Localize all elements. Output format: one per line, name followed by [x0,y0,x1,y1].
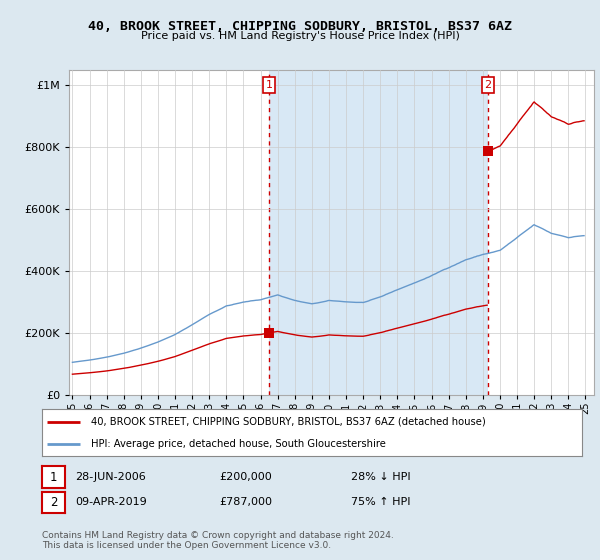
Text: 28-JUN-2006: 28-JUN-2006 [75,472,146,482]
Text: 40, BROOK STREET, CHIPPING SODBURY, BRISTOL, BS37 6AZ (detached house): 40, BROOK STREET, CHIPPING SODBURY, BRIS… [91,417,485,427]
Text: 2: 2 [484,80,491,90]
Text: Contains HM Land Registry data © Crown copyright and database right 2024.
This d: Contains HM Land Registry data © Crown c… [42,530,394,550]
Text: £200,000: £200,000 [219,472,272,482]
Text: 40, BROOK STREET, CHIPPING SODBURY, BRISTOL, BS37 6AZ: 40, BROOK STREET, CHIPPING SODBURY, BRIS… [88,20,512,32]
Text: 2: 2 [50,496,57,509]
Bar [269,70,488,395]
Text: 28% ↓ HPI: 28% ↓ HPI [351,472,410,482]
Text: 75% ↑ HPI: 75% ↑ HPI [351,497,410,507]
Text: 1: 1 [50,470,57,484]
Text: £787,000: £787,000 [219,497,272,507]
Text: Price paid vs. HM Land Registry's House Price Index (HPI): Price paid vs. HM Land Registry's House … [140,31,460,41]
Text: HPI: Average price, detached house, South Gloucestershire: HPI: Average price, detached house, Sout… [91,438,385,449]
Text: 09-APR-2019: 09-APR-2019 [75,497,147,507]
Text: 1: 1 [266,80,272,90]
